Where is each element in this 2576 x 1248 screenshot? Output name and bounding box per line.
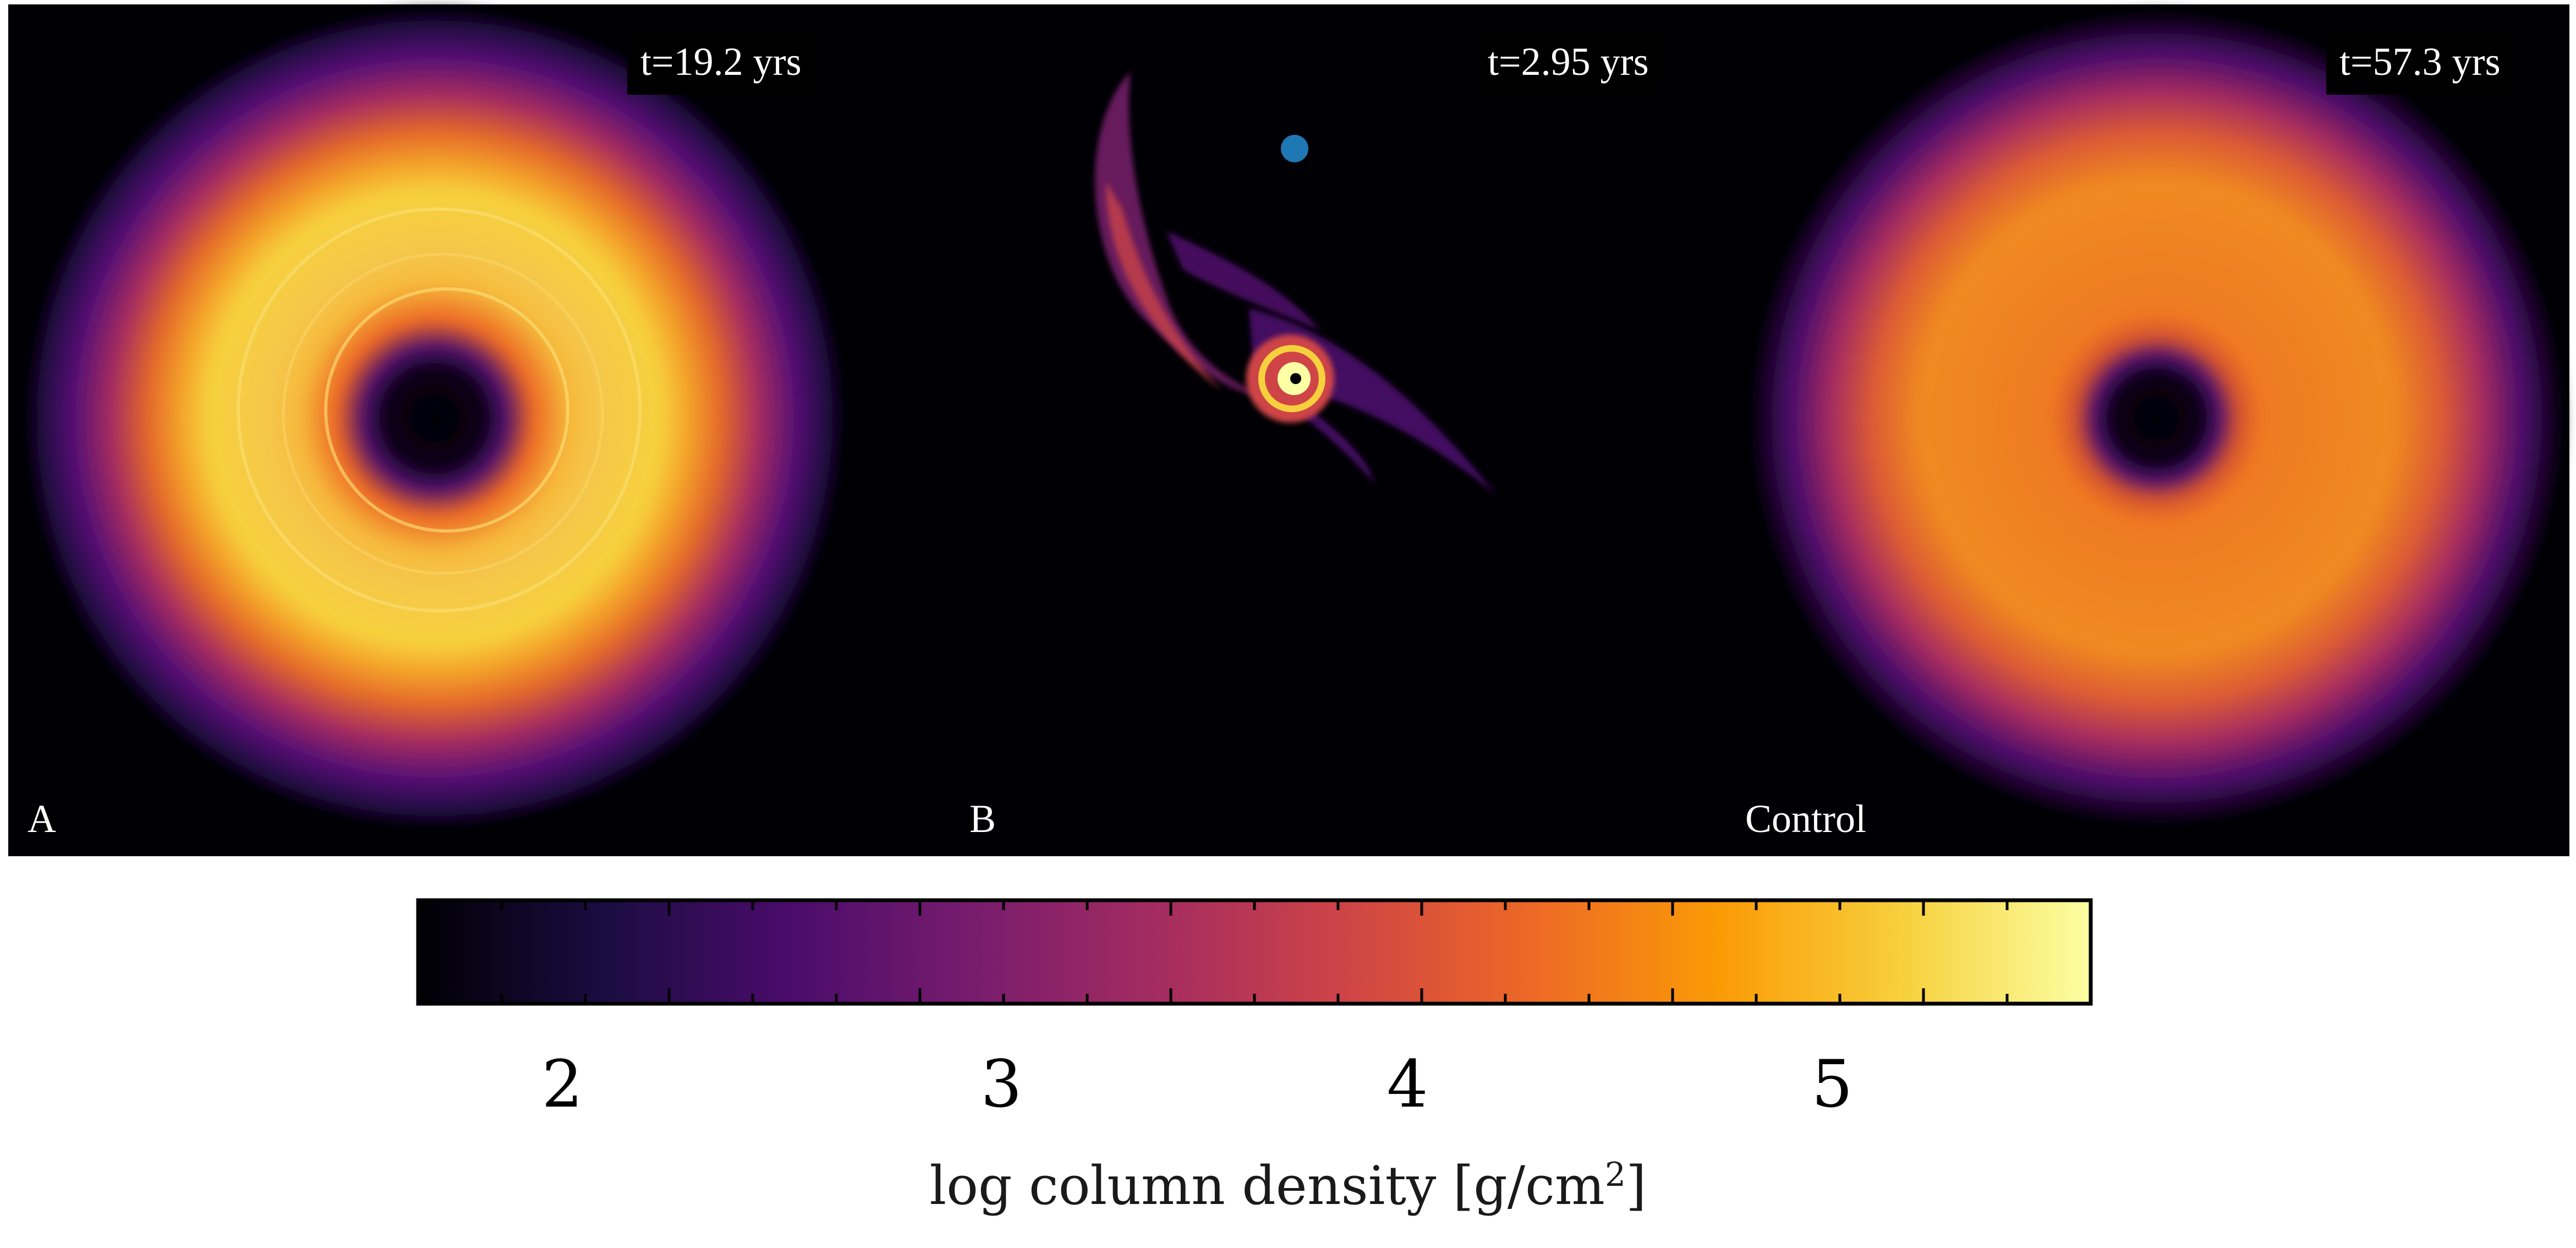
panel-label-b: B bbox=[969, 797, 996, 841]
time-label-control: t=57.3 yrs bbox=[2326, 29, 2514, 95]
ring-a-outer bbox=[237, 207, 642, 612]
colorbar bbox=[416, 898, 2093, 1006]
colorbar-label-close: ] bbox=[1626, 1155, 1647, 1217]
panel-label-control: Control bbox=[1745, 797, 1867, 841]
panel-a bbox=[8, 4, 870, 856]
panel-b bbox=[869, 4, 1739, 856]
tidal-stream-b-bright bbox=[1106, 182, 1221, 391]
panel-b-background bbox=[869, 4, 1739, 856]
colorbar-frame bbox=[416, 898, 2093, 1006]
disk-a bbox=[25, 8, 845, 828]
time-label-a: t=19.2 yrs bbox=[627, 29, 815, 95]
colorbar-label-text: log column density [g/cm bbox=[929, 1155, 1605, 1217]
colorbar-label: log column density [g/cm2] bbox=[0, 1142, 2576, 1219]
colorbar-gradient bbox=[418, 900, 2091, 1004]
disk-control bbox=[1750, 11, 2564, 825]
tidal-tail-b-faint bbox=[1166, 231, 1320, 330]
panel-control bbox=[1738, 4, 2569, 856]
disk-b-center bbox=[1290, 373, 1301, 384]
colorbar-tick-2: 2 bbox=[541, 1046, 583, 1122]
disk-b-ring bbox=[1258, 345, 1325, 412]
ring-a-mid bbox=[282, 253, 604, 575]
colorbar-tick-5: 5 bbox=[1811, 1046, 1853, 1122]
perturber-marker bbox=[1281, 135, 1308, 162]
colorbar-tick-3: 3 bbox=[980, 1046, 1022, 1122]
panel-label-a: A bbox=[28, 797, 56, 841]
colorbar-label-sup: 2 bbox=[1604, 1156, 1626, 1194]
time-label-b: t=2.95 yrs bbox=[1475, 29, 1662, 95]
colorbar-tick-4: 4 bbox=[1386, 1046, 1428, 1122]
ring-a-inner bbox=[324, 287, 569, 533]
